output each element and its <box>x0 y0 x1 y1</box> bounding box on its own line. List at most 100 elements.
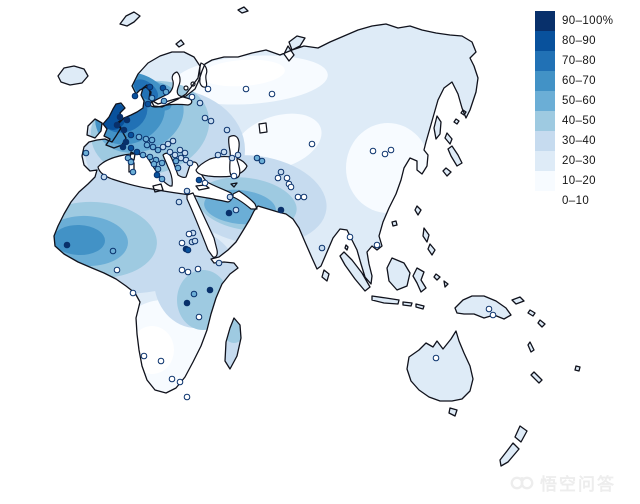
sample-dot <box>253 154 261 162</box>
sample-dot <box>176 146 184 154</box>
sample-dot <box>148 136 156 144</box>
sample-dot <box>308 140 316 148</box>
sample-dot <box>369 147 377 155</box>
legend-label: 80–90 <box>562 35 596 47</box>
legend-label: 60–70 <box>562 75 596 87</box>
legend-swatch <box>535 91 555 111</box>
sample-dot <box>225 209 233 217</box>
sample-dot <box>300 193 308 201</box>
legend-entry: 40–50 <box>535 111 613 131</box>
sample-dot <box>277 168 285 176</box>
sample-dot <box>277 206 285 214</box>
sample-dot <box>127 131 135 139</box>
sample-dot <box>226 193 234 201</box>
legend-entry: 10–20 <box>535 171 613 191</box>
legend-entry: 60–70 <box>535 71 613 91</box>
sample-dot <box>258 157 266 165</box>
sample-dot <box>100 173 108 181</box>
sample-dot <box>158 159 166 167</box>
sample-dot <box>294 193 302 201</box>
sample-dot <box>166 148 174 156</box>
legend-swatch <box>535 51 555 71</box>
legend-swatch <box>535 71 555 91</box>
sample-dot <box>127 158 135 166</box>
sample-dot <box>230 172 238 180</box>
watermark: 悟空问答 <box>510 470 616 495</box>
sample-dot <box>223 126 231 134</box>
sample-dot <box>160 97 168 105</box>
sample-dot <box>183 299 191 307</box>
sample-dot <box>162 88 170 96</box>
sample-dot <box>318 244 326 252</box>
legend-label: 30–40 <box>562 135 596 147</box>
sample-dot <box>116 113 124 121</box>
legend-entry: 20–30 <box>535 151 613 171</box>
sample-dot <box>215 259 223 267</box>
contour-band-0-10 <box>201 59 285 87</box>
sample-dot <box>346 233 354 241</box>
sample-dot <box>157 357 165 365</box>
legend-entry: 30–40 <box>535 131 613 151</box>
sample-dot <box>175 198 183 206</box>
sample-dot <box>283 174 291 182</box>
sample-dot <box>133 148 141 156</box>
sample-dot <box>120 126 128 134</box>
legend-label: 40–50 <box>562 115 596 127</box>
sample-dot <box>268 90 276 98</box>
sample-dot <box>82 149 90 157</box>
sample-dot <box>201 179 209 187</box>
sample-dot <box>171 151 179 159</box>
sample-dot <box>129 168 137 176</box>
sample-dot <box>176 378 184 386</box>
legend-label: 20–30 <box>562 155 596 167</box>
legend-entry: 80–90 <box>535 31 613 51</box>
sample-dot <box>109 247 117 255</box>
sample-dot <box>63 241 71 249</box>
legend-swatch <box>535 171 555 191</box>
sample-dot <box>127 144 135 152</box>
sample-dot <box>113 266 121 274</box>
sample-dot <box>186 159 194 167</box>
legend-swatch <box>535 131 555 151</box>
sample-dot <box>242 85 250 93</box>
legend-entry: 70–80 <box>535 51 613 71</box>
sample-dot <box>143 141 151 149</box>
sample-dot <box>174 164 182 172</box>
sample-dot <box>178 239 186 247</box>
sample-dot <box>387 146 395 154</box>
sample-dot <box>139 151 147 159</box>
sample-dot <box>185 230 193 238</box>
sample-dot <box>381 150 389 158</box>
contour-band-40-50 <box>177 270 229 330</box>
legend-swatch <box>535 11 555 31</box>
watermark-text: 悟空问答 <box>540 475 616 494</box>
baltic-sea <box>148 71 193 108</box>
sample-dot <box>148 94 156 102</box>
legend-label: 90–100% <box>562 15 614 27</box>
sample-dot <box>232 206 240 214</box>
legend-label: 70–80 <box>562 55 596 67</box>
sample-dot <box>113 121 121 129</box>
sample-dot <box>172 157 180 165</box>
red-sea <box>186 192 218 258</box>
sample-dot <box>129 289 137 297</box>
sample-dot <box>195 313 203 321</box>
sample-dot <box>158 175 166 183</box>
legend-entry: 0–10 <box>535 191 613 211</box>
sample-dot <box>183 393 191 401</box>
sample-dot <box>168 375 176 383</box>
legend-swatch <box>535 111 555 131</box>
sample-dot <box>154 165 162 173</box>
sample-dot <box>489 311 497 319</box>
sample-dot <box>485 305 493 313</box>
sample-dot <box>287 183 295 191</box>
sample-dot <box>119 143 127 151</box>
legend-entry: 50–60 <box>535 91 613 111</box>
legend: 90–100% 80–90 70–80 60–70 50–60 40–50 30–40 20–… <box>535 11 613 211</box>
sample-dot <box>184 268 192 276</box>
sample-dot <box>234 151 242 159</box>
sample-dot <box>204 85 212 93</box>
sample-dot <box>135 133 143 141</box>
sample-dot <box>432 354 440 362</box>
